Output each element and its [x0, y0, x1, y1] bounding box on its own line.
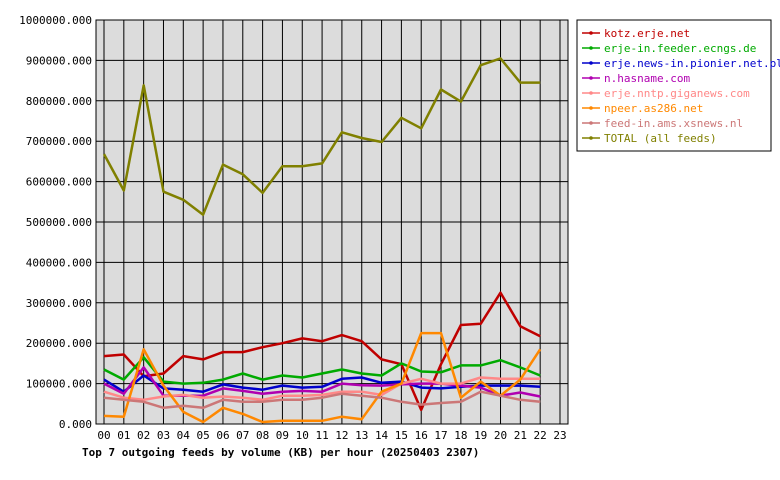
x-tick-label: 21 — [514, 429, 527, 442]
legend-label: kotz.erje.net — [604, 27, 690, 40]
x-tick-label: 08 — [256, 429, 269, 442]
x-tick-label: 12 — [335, 429, 348, 442]
series-line-2 — [103, 356, 541, 385]
y-tick-label: 200000.000 — [26, 337, 92, 350]
x-tick-label: 18 — [454, 429, 467, 442]
legend-label: erje-in.feeder.ecngs.de — [604, 42, 756, 55]
y-tick-label: 0.000 — [59, 418, 92, 431]
y-tick-label: 300000.000 — [26, 297, 92, 310]
legend-label: erje.news-in.pionier.net.pl — [604, 57, 780, 70]
x-tick-label: 14 — [375, 429, 389, 442]
x-tick-label: 16 — [415, 429, 428, 442]
legend-marker — [589, 121, 593, 125]
legend-label: erje.nntp.giganews.com — [604, 87, 750, 100]
legend-marker — [589, 136, 593, 140]
x-tick-label: 19 — [474, 429, 487, 442]
y-tick-label: 400000.000 — [26, 256, 92, 269]
legend-label: npeer.as286.net — [604, 102, 703, 115]
legend-marker — [589, 46, 593, 50]
series-line-8 — [102, 57, 541, 216]
x-tick-label: 05 — [197, 429, 210, 442]
x-tick-label: 23 — [553, 429, 566, 442]
x-tick-label: 15 — [395, 429, 408, 442]
x-tick-label: 22 — [534, 429, 547, 442]
legend-box — [576, 19, 772, 152]
x-tick-label: 20 — [494, 429, 507, 442]
legend-label: feed-in.ams.xsnews.nl — [604, 117, 743, 130]
legend-label: TOTAL (all feeds) — [604, 132, 717, 145]
x-axis-ticks: 00 01 02 03 04 05 06 07 08 09 10 11 12 13 14 15 16 17 18 19… — [97, 429, 566, 442]
x-tick-label: 02 — [137, 429, 150, 442]
chart-title: Top 7 outgoing feeds by volume (KB) per … — [82, 446, 479, 459]
legend-marker — [589, 31, 593, 35]
y-tick-label: 500000.000 — [26, 216, 92, 229]
x-tick-label: 17 — [434, 429, 447, 442]
x-tick-label: 06 — [216, 429, 229, 442]
x-tick-label: 10 — [296, 429, 309, 442]
x-tick-label: 01 — [117, 429, 130, 442]
legend: kotz.erje.net erje-in.feeder.ecngs.de erje… — [582, 27, 780, 145]
y-tick-label: 1000000.000 — [19, 14, 92, 27]
y-tick-label: 800000.000 — [26, 95, 92, 108]
y-axis-ticks: 0.000 100000.000 200000.000 300000.000 40000… — [19, 14, 92, 431]
series-line-7 — [103, 390, 541, 410]
grid — [96, 19, 568, 425]
series-lines — [102, 57, 542, 424]
legend-label: n.hasname.com — [604, 72, 690, 85]
series-line-5 — [103, 376, 541, 402]
y-tick-label: 600000.000 — [26, 176, 92, 189]
x-tick-label: 13 — [355, 429, 368, 442]
x-tick-label: 04 — [177, 429, 191, 442]
x-tick-label: 09 — [276, 429, 289, 442]
x-tick-label: 11 — [315, 429, 328, 442]
x-tick-label: 03 — [157, 429, 170, 442]
y-tick-label: 900000.000 — [26, 54, 92, 67]
x-tick-label: 07 — [236, 429, 249, 442]
series-line-6 — [103, 331, 542, 424]
y-tick-label: 100000.000 — [26, 378, 92, 391]
legend-marker — [589, 106, 593, 110]
legend-marker — [589, 61, 593, 65]
legend-marker — [589, 91, 593, 95]
series-line-1 — [103, 291, 541, 412]
x-tick-label: 00 — [97, 429, 110, 442]
legend-marker — [589, 76, 593, 80]
y-tick-label: 700000.000 — [26, 135, 92, 148]
